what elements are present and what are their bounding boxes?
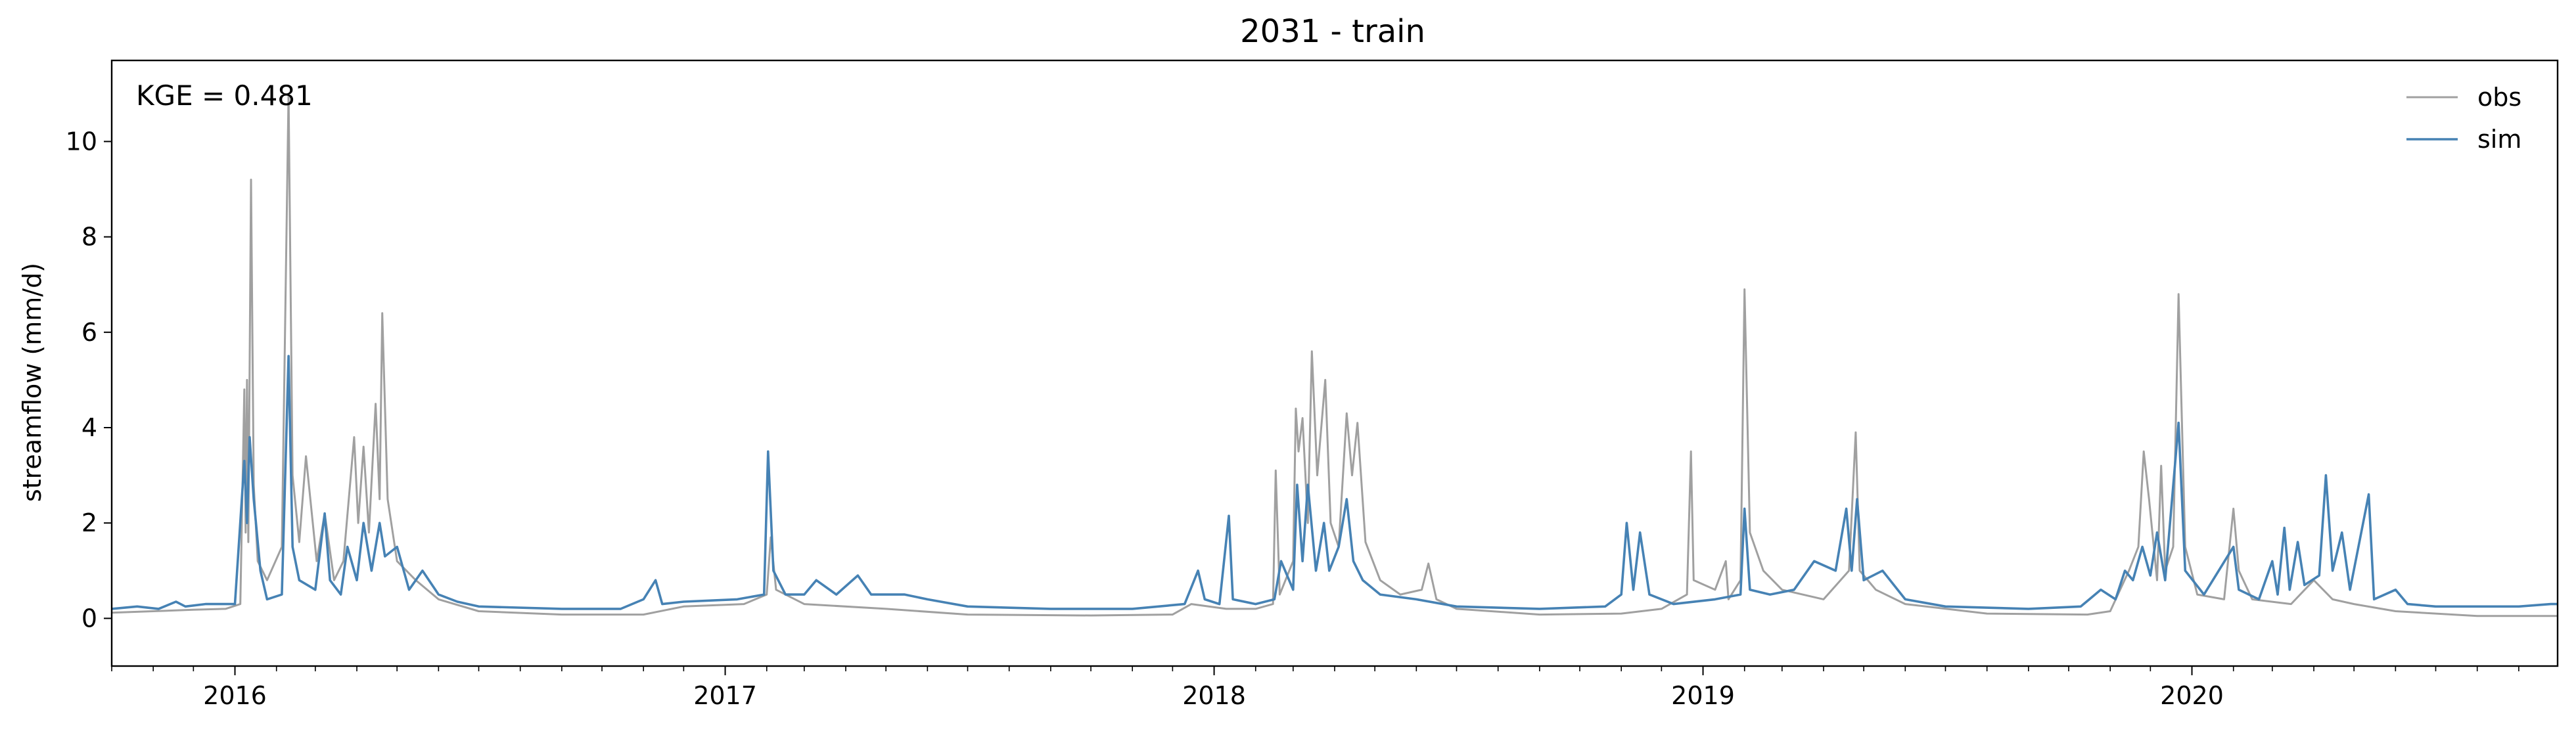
plot-area: 0 2 4 6 8 10 2016 2017 2018 2019 2020: [66, 59, 2559, 710]
y-tick-label: 8: [81, 223, 97, 252]
y-axis-label: streamflow (mm/d): [18, 263, 47, 502]
y-tick-label: 2: [81, 508, 97, 537]
chart-title: 2031 - train: [1240, 13, 1425, 50]
legend: obs sim: [2406, 83, 2521, 154]
series-line-obs: [112, 93, 2558, 617]
x-tick-label: 2018: [1182, 681, 1246, 710]
y-tick-label: 4: [81, 413, 97, 442]
x-tick-label: 2019: [1671, 681, 1735, 710]
legend-label-sim: sim: [2477, 125, 2521, 154]
kge-annotation: KGE = 0.481: [136, 79, 313, 112]
axes-layer: 0 2 4 6 8 10 2016 2017 2018 2019 2020: [66, 59, 2559, 710]
series-line-sim: [112, 355, 2558, 610]
x-tick-label: 2017: [693, 681, 757, 710]
x-tick-label: 2016: [203, 681, 267, 710]
x-tick-label: 2020: [2160, 681, 2224, 710]
series-layer: [112, 93, 2558, 617]
y-tick-label: 10: [66, 127, 97, 156]
y-tick-label: 6: [81, 318, 97, 347]
y-tick-label: 0: [81, 604, 97, 633]
legend-label-obs: obs: [2477, 83, 2521, 112]
